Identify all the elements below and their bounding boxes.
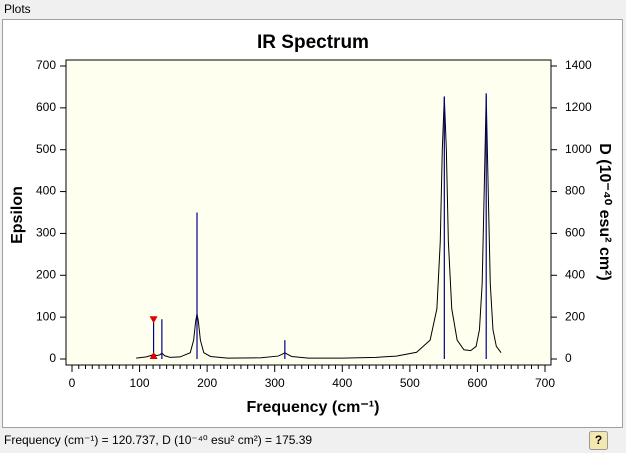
selection-marker-top	[149, 316, 158, 324]
window-title: Plots	[4, 2, 31, 16]
plot-area	[65, 59, 552, 366]
y-axis-title: Epsilon	[9, 186, 26, 244]
y2-tick-label: 800	[565, 184, 585, 198]
x-tick-label: 400	[332, 376, 352, 390]
x-tick-label: 100	[130, 376, 150, 390]
y2-tick-label: 1400	[565, 58, 592, 72]
y2-tick-label: 1200	[565, 100, 592, 114]
y2-tick-label: 400	[565, 267, 585, 281]
y-tick-label: 200	[36, 267, 56, 281]
y-tick-label: 600	[36, 100, 56, 114]
y-tick-label: 0	[49, 351, 56, 365]
selection-marker-bottom	[149, 352, 158, 359]
chart-title: IR Spectrum	[257, 32, 369, 53]
x-tick-label: 200	[197, 376, 217, 390]
help-button[interactable]	[589, 431, 608, 450]
y2-axis-title: D (10⁻⁴⁰ esu² cm²)	[596, 143, 613, 280]
x-tick-label: 0	[69, 376, 76, 390]
help-icon[interactable]: ?	[595, 433, 602, 447]
y-tick-label: 700	[36, 58, 56, 72]
title-bar	[0, 0, 626, 18]
y2-tick-label: 1000	[565, 142, 592, 156]
x-tick-label: 600	[467, 376, 487, 390]
y2-tick-label: 200	[565, 309, 585, 323]
y-tick-label: 400	[36, 184, 56, 198]
y-tick-label: 300	[36, 226, 56, 240]
x-tick-label: 300	[265, 376, 285, 390]
y-tick-label: 500	[36, 142, 56, 156]
x-tick-label: 500	[400, 376, 420, 390]
x-tick-label: 700	[535, 376, 555, 390]
spectrum-line	[136, 95, 502, 359]
y2-tick-label: 600	[565, 226, 585, 240]
y-tick-label: 100	[36, 309, 56, 323]
x-axis-title: Frequency (cm⁻¹)	[247, 399, 380, 416]
y2-tick-label: 0	[565, 351, 572, 365]
status-text: Frequency (cm⁻¹) = 120.737, D (10⁻⁴⁰ esu…	[4, 433, 312, 447]
